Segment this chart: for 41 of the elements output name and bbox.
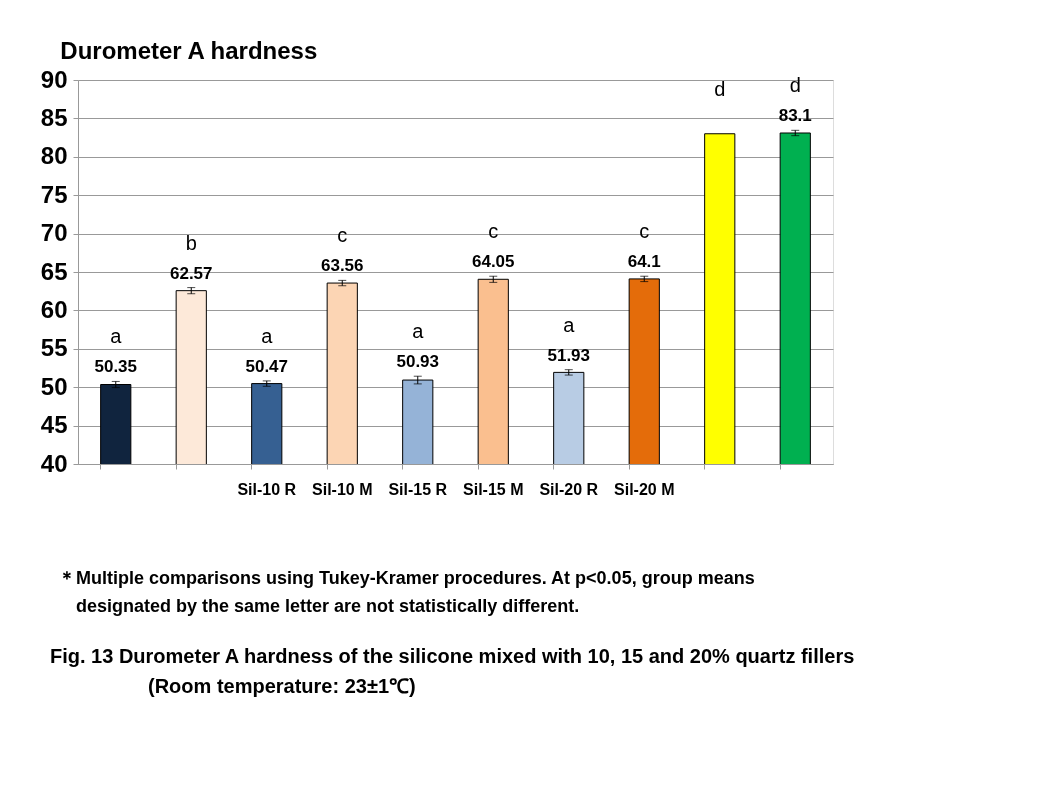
- annotation: b: [185, 231, 197, 254]
- y-tick-label: 55: [40, 334, 68, 362]
- annotation: c: [337, 224, 348, 247]
- annotation: a: [110, 325, 123, 348]
- x-tick-label: Sil-10 M: [312, 480, 373, 498]
- y-tick-label: 65: [40, 257, 68, 285]
- y-tick-label: 80: [40, 142, 68, 170]
- annotation: c: [488, 220, 499, 243]
- y-tick-label: 70: [40, 219, 68, 247]
- chart-title: Durometer A hardness: [60, 37, 318, 64]
- data-label: 83.1: [778, 106, 812, 126]
- caption: Fig. 13 Durometer A hardness of the silicone mixed with 10, 15 and 20% quartz fillers: [50, 645, 855, 667]
- text: (Room temperature: 23±1℃): [148, 675, 416, 697]
- data-label: 50.47: [245, 356, 289, 376]
- data-label: 50.35: [94, 357, 138, 377]
- text: designated by the same letter are not statistically different.: [76, 596, 580, 616]
- x-tick-label: Sil-20 M: [614, 480, 675, 498]
- x-tick-label: Sil-10 R: [237, 480, 297, 498]
- y-tick-label: 60: [40, 295, 68, 323]
- data-label: 64.05: [471, 252, 515, 272]
- annotation: a: [261, 324, 274, 347]
- data-label: 51.93: [547, 345, 591, 365]
- y-tick-label: 85: [40, 103, 68, 131]
- data-label: 50.93: [396, 352, 440, 372]
- annotation: d: [789, 74, 801, 97]
- y-tick-label: 50: [40, 372, 68, 400]
- data-label: 62.57: [169, 263, 213, 283]
- x-tick-label: Sil-20 R: [539, 480, 599, 498]
- annotation: a: [563, 313, 576, 336]
- y-tick-label: 75: [40, 180, 68, 208]
- y-tick-label: 45: [40, 411, 68, 439]
- annotation: d: [714, 77, 726, 100]
- y-tick-label: 40: [40, 449, 68, 477]
- y-tick-label: 90: [40, 65, 68, 93]
- data-label: 64.1: [627, 252, 661, 272]
- annotation: a: [412, 320, 425, 343]
- x-tick-label: Sil-15 R: [388, 480, 448, 498]
- text: ＊Multiple comparisons using Tukey-Kramer procedures. At p<0.05, group means: [58, 568, 755, 588]
- annotation: c: [639, 220, 650, 243]
- data-label: 63.56: [320, 256, 364, 276]
- x-tick-label: Sil-15 M: [463, 480, 524, 498]
